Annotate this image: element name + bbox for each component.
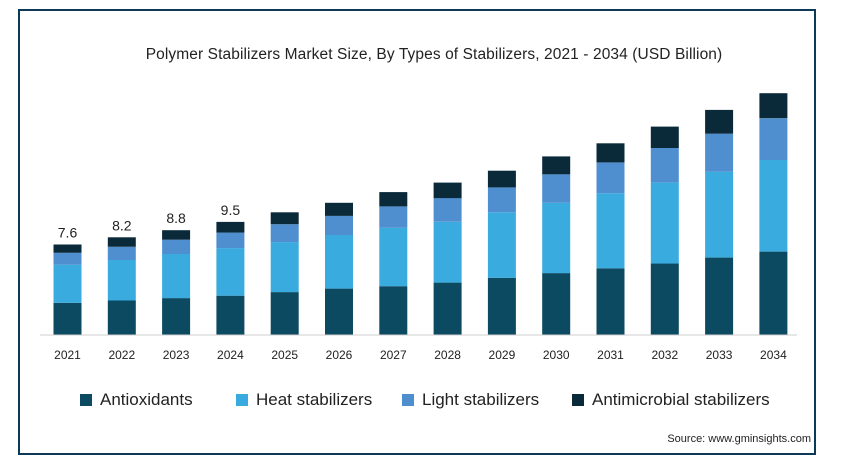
bar-segment-2025-light-stabilizers <box>270 224 299 243</box>
bar-segment-2032-heat-stabilizers <box>650 182 679 264</box>
bar-segment-2034-antimicrobial-stabilizers <box>759 93 788 119</box>
bar-segment-2024-light-stabilizers <box>216 232 245 249</box>
bar-segment-2030-heat-stabilizers <box>542 202 571 274</box>
x-tick-label: 2034 <box>760 348 787 362</box>
bar-segment-2025-antimicrobial-stabilizers <box>270 212 299 225</box>
legend: Antioxidants Heat stabilizers Light stab… <box>0 390 856 414</box>
bar-segment-2023-antioxidants <box>162 298 191 335</box>
bar-segment-2030-antimicrobial-stabilizers <box>542 156 571 175</box>
bar-segment-2029-heat-stabilizers <box>487 212 516 278</box>
bar-segment-2031-heat-stabilizers <box>596 193 625 269</box>
x-tick-label: 2027 <box>380 348 407 362</box>
bar-segment-2027-heat-stabilizers <box>379 227 408 287</box>
x-tick-label: 2024 <box>217 348 244 362</box>
x-tick-label: 2026 <box>326 348 353 362</box>
legend-item-antimicrobial-stabilizers: Antimicrobial stabilizers <box>572 390 770 410</box>
bar-segment-2030-light-stabilizers <box>542 174 571 203</box>
bar-segment-2033-antioxidants <box>705 257 734 335</box>
bar-segment-2024-antimicrobial-stabilizers <box>216 221 245 233</box>
bar-segment-2033-heat-stabilizers <box>705 171 734 258</box>
bar-segment-2027-antimicrobial-stabilizers <box>379 192 408 207</box>
bar-segment-2031-light-stabilizers <box>596 162 625 194</box>
bar-segment-2032-antioxidants <box>650 263 679 335</box>
legend-item-heat-stabilizers: Heat stabilizers <box>236 390 372 410</box>
bar-segment-2025-antioxidants <box>270 292 299 335</box>
bar-segment-2022-light-stabilizers <box>107 246 136 260</box>
x-tick-label: 2021 <box>54 348 81 362</box>
x-tick-label: 2033 <box>706 348 733 362</box>
legend-swatch-antioxidants <box>80 394 92 406</box>
bar-segment-2024-heat-stabilizers <box>216 248 245 296</box>
legend-label-antimicrobial-stabilizers: Antimicrobial stabilizers <box>592 390 770 409</box>
bar-segment-2026-antimicrobial-stabilizers <box>325 202 353 216</box>
total-label: 9.5 <box>221 202 241 218</box>
x-tick-label: 2029 <box>489 348 516 362</box>
chart-frame <box>18 9 816 455</box>
bar-segment-2034-light-stabilizers <box>759 118 788 160</box>
bar-segment-2029-antioxidants <box>487 277 516 335</box>
bar-segment-2023-heat-stabilizers <box>162 254 191 299</box>
x-tick-label: 2032 <box>651 348 678 362</box>
x-tick-label: 2025 <box>271 348 298 362</box>
legend-label-light-stabilizers: Light stabilizers <box>422 390 540 409</box>
legend-item-light-stabilizers: Light stabilizers <box>402 390 539 410</box>
bar-segment-2031-antimicrobial-stabilizers <box>596 143 625 163</box>
total-label: 8.8 <box>166 210 186 226</box>
bar-segment-2022-antimicrobial-stabilizers <box>107 237 136 247</box>
x-tick-labels: 2021 2022 2023 2024 2025 2026 2027 2028 2029 2030… <box>54 348 787 362</box>
bar-segment-2025-heat-stabilizers <box>270 242 299 293</box>
bar-segment-2022-antioxidants <box>107 300 136 335</box>
legend-label-antioxidants: Antioxidants <box>100 390 193 409</box>
bar-segment-2028-heat-stabilizers <box>433 221 462 283</box>
x-tick-label: 2031 <box>597 348 624 362</box>
bar-segment-2034-antioxidants <box>759 251 788 335</box>
bar-segment-2028-antimicrobial-stabilizers <box>433 182 462 199</box>
bar-segment-2030-antioxidants <box>542 273 571 335</box>
bar-segment-2029-antimicrobial-stabilizers <box>487 170 516 188</box>
bar-segment-2023-light-stabilizers <box>162 239 191 254</box>
legend-swatch-antimicrobial-stabilizers <box>572 394 584 406</box>
bar-segment-2034-heat-stabilizers <box>759 159 788 252</box>
x-tick-label: 2028 <box>434 348 461 362</box>
total-label: 8.2 <box>112 217 132 233</box>
bar-segment-2026-light-stabilizers <box>325 215 353 235</box>
bar-segment-2021-light-stabilizers <box>53 252 82 265</box>
bar-segment-2021-antioxidants <box>53 302 82 335</box>
chart-title: Polymer Stabilizers Market Size, By Type… <box>145 46 723 63</box>
bar-segment-2027-light-stabilizers <box>379 206 408 228</box>
bar-segment-2032-light-stabilizers <box>650 148 679 183</box>
source-note: Source: www.gminsights.com <box>667 433 811 445</box>
bar-segment-2027-antioxidants <box>379 286 408 335</box>
bar-segment-2026-heat-stabilizers <box>325 235 353 289</box>
legend-swatch-light-stabilizers <box>402 394 414 406</box>
bar-segment-2028-antioxidants <box>433 282 462 335</box>
bar-segment-2032-antimicrobial-stabilizers <box>650 126 679 148</box>
bar-segment-2026-antioxidants <box>325 288 353 335</box>
bar-segment-2021-heat-stabilizers <box>53 264 82 303</box>
bars-group <box>53 93 788 335</box>
bar-segment-2033-light-stabilizers <box>705 133 734 172</box>
bar-segment-2021-antimicrobial-stabilizers <box>53 244 82 253</box>
total-label: 7.6 <box>58 225 78 241</box>
x-tick-label: 2023 <box>163 348 190 362</box>
bar-segment-2031-antioxidants <box>596 268 625 335</box>
x-tick-label: 2022 <box>108 348 135 362</box>
bar-segment-2029-light-stabilizers <box>487 187 516 213</box>
bar-segment-2023-antimicrobial-stabilizers <box>162 230 191 240</box>
bar-segment-2022-heat-stabilizers <box>107 260 136 301</box>
legend-label-heat-stabilizers: Heat stabilizers <box>256 390 373 409</box>
legend-item-antioxidants: Antioxidants <box>80 390 193 410</box>
bar-segment-2028-light-stabilizers <box>433 198 462 222</box>
legend-swatch-heat-stabilizers <box>236 394 248 406</box>
bar-segment-2024-antioxidants <box>216 295 245 335</box>
bar-segment-2033-antimicrobial-stabilizers <box>705 109 734 134</box>
total-labels: 7.6 8.2 8.8 9.5 <box>58 202 241 241</box>
x-tick-label: 2030 <box>543 348 570 362</box>
